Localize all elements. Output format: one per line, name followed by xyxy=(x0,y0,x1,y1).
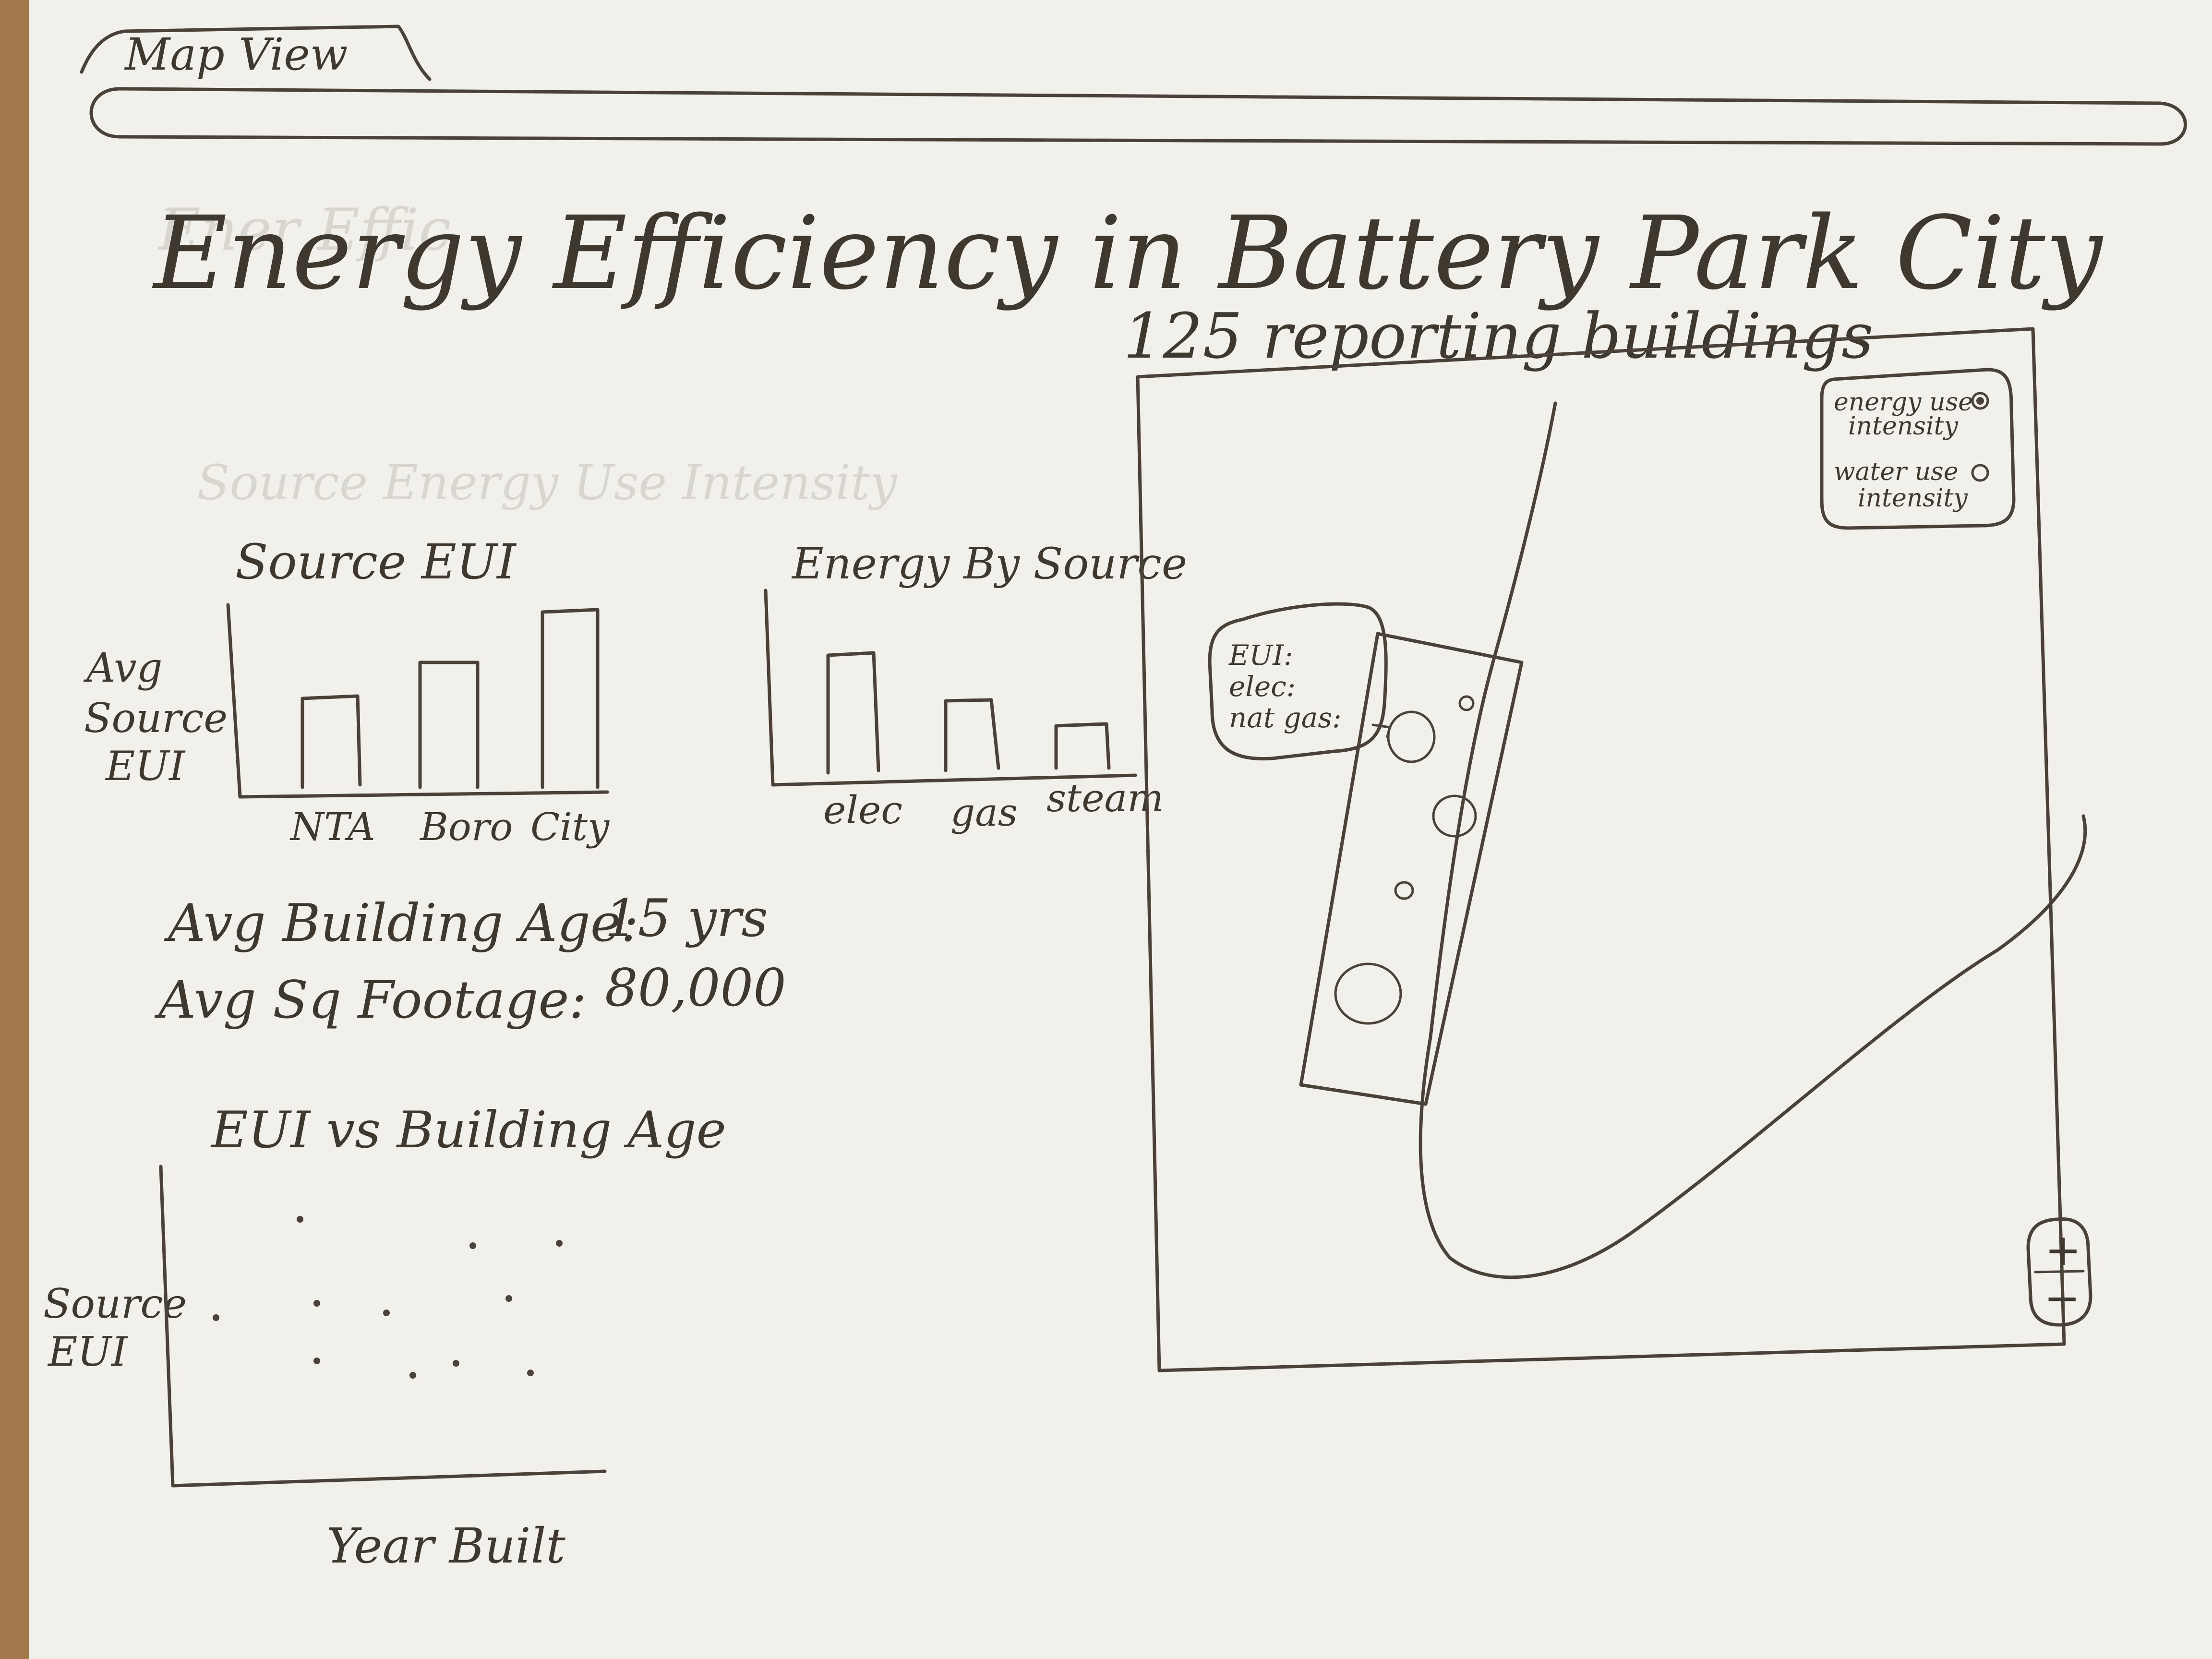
building-marker[interactable] xyxy=(1334,962,1402,1025)
energy-by-source-title: Energy By Source xyxy=(791,539,1187,589)
tab-map-view-label: Map View xyxy=(124,29,348,80)
bar-city xyxy=(541,608,600,789)
tick-label-gas: gas xyxy=(950,790,1018,835)
legend-water-line-2: intensity xyxy=(1858,484,1968,513)
building-marker[interactable] xyxy=(1387,710,1436,763)
scatter-point xyxy=(527,1370,534,1376)
bar-boro xyxy=(418,661,480,789)
legend-energy-line-2: intensity xyxy=(1848,412,1958,441)
radio-water-use-intensity[interactable] xyxy=(1971,464,1989,482)
tooltip-pointer xyxy=(1371,723,1391,738)
legend-energy-line-1: energy use xyxy=(1834,388,1973,417)
scatter-point xyxy=(313,1300,320,1307)
shoreline xyxy=(1419,401,2087,1279)
tick-label-city: City xyxy=(530,805,610,849)
scatter-point xyxy=(469,1242,476,1249)
scatter-point xyxy=(383,1310,390,1316)
building-strip xyxy=(1299,632,1524,1106)
scatter-point xyxy=(453,1360,459,1367)
building-marker[interactable] xyxy=(1458,695,1475,711)
source-eui-ylabel-line-3: EUI xyxy=(105,743,186,790)
legend-water-line-1: water use xyxy=(1834,457,1959,486)
scatter-point xyxy=(313,1358,320,1364)
zoom-control-frame xyxy=(2026,1217,2092,1327)
bar-nta xyxy=(301,694,362,789)
tick-label-steam: steam xyxy=(1046,776,1164,820)
scatter-ylabel-line-1: Source xyxy=(43,1280,187,1327)
zoom-control: + − xyxy=(2026,1217,2092,1327)
map-panel[interactable]: EUI: elec: nat gas: energy use intensity… xyxy=(1136,327,2092,1372)
tick-label-nta: NTA xyxy=(289,805,375,849)
tooltip-bubble xyxy=(1208,602,1388,761)
scatter-point xyxy=(409,1372,416,1379)
tab-map-view[interactable]: Map View xyxy=(80,24,432,81)
map-legend: energy use intensity water use intensity xyxy=(1820,368,2016,530)
source-eui-ylabel-line-2: Source xyxy=(84,695,228,742)
energy-by-source-chart: Energy By Source elec gas steam xyxy=(764,539,1187,835)
bar-elec xyxy=(826,651,880,775)
avg-building-age-value: 15 yrs xyxy=(605,889,768,949)
building-marker[interactable] xyxy=(1432,794,1477,838)
source-eui-ylabel-line-1: Avg xyxy=(83,644,162,691)
sketch-paper: Map View Ener Effic Source Energy Use In… xyxy=(29,0,2212,1659)
tooltip-natgas-label: nat gas: xyxy=(1229,701,1342,734)
scatter-ylabel-line-2: EUI xyxy=(47,1328,128,1375)
building-tooltip: EUI: elec: nat gas: xyxy=(1208,602,1391,761)
search-bar[interactable] xyxy=(89,87,2187,146)
svg-text:Ener Effic: Ener Effic xyxy=(157,197,451,264)
tick-label-boro: Boro xyxy=(419,805,513,849)
scatter-chart-title: EUI vs Building Age xyxy=(210,1101,726,1159)
eui-vs-building-age-chart: EUI vs Building Age Source EUI Year Buil… xyxy=(43,1101,726,1574)
avg-sq-footage-label: Avg Sq Footage: xyxy=(154,970,587,1030)
radio-energy-use-intensity[interactable] xyxy=(1971,392,1989,410)
avg-sq-footage-value: 80,000 xyxy=(605,958,786,1018)
tick-label-elec: elec xyxy=(823,788,902,832)
tooltip-elec-label: elec: xyxy=(1229,670,1296,703)
scatter-point xyxy=(556,1240,563,1247)
scatter-points xyxy=(213,1216,563,1379)
source-eui-axes xyxy=(226,603,609,799)
legend-box xyxy=(1820,368,2016,530)
tooltip-eui-label: EUI: xyxy=(1228,639,1293,672)
bar-steam xyxy=(1054,722,1111,770)
building-marker[interactable] xyxy=(1394,881,1414,900)
svg-text:Source Energy Use Intensity: Source Energy Use Intensity xyxy=(197,455,898,511)
scatter-point xyxy=(213,1314,219,1321)
page-title: Energy Efficiency in Battery Park City xyxy=(152,194,2104,312)
scatter-point xyxy=(297,1216,303,1223)
scatter-point xyxy=(505,1295,512,1302)
energy-by-source-axes xyxy=(764,589,1137,787)
wireframe-sketch: Map View Ener Effic Source Energy Use In… xyxy=(43,24,2187,1574)
scatter-axes xyxy=(159,1165,607,1488)
legend-water-use-intensity[interactable]: water use intensity xyxy=(1834,457,1989,513)
zoom-divider xyxy=(2034,1270,2085,1274)
legend-energy-use-intensity[interactable]: energy use intensity xyxy=(1834,388,1989,441)
source-eui-chart: Source EUI Avg Source EUI NTA Boro City xyxy=(83,534,610,849)
map-frame xyxy=(1136,327,2066,1372)
source-eui-chart-title: Source EUI xyxy=(235,534,517,590)
bar-gas xyxy=(944,698,1000,772)
zoom-out-button[interactable]: − xyxy=(2044,1273,2080,1323)
avg-building-age-label: Avg Building Age: xyxy=(164,893,638,953)
scatter-xlabel: Year Built xyxy=(326,1518,566,1574)
zoom-in-button[interactable]: + xyxy=(2045,1225,2081,1275)
reporting-buildings-count: 125 reporting buildings xyxy=(1123,300,1874,373)
